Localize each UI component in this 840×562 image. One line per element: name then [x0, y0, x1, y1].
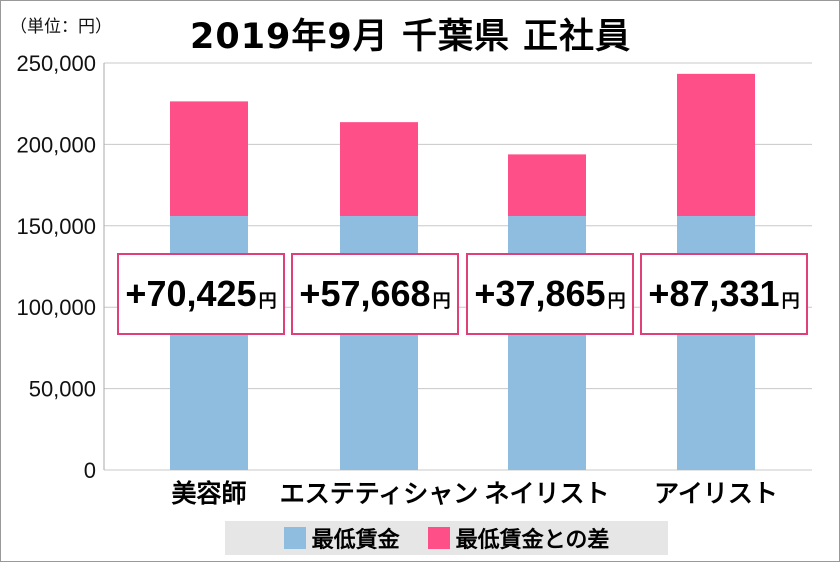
legend-item-difference: 最低賃金との差 — [427, 522, 610, 554]
data-label-value: +70,425 — [125, 273, 257, 314]
data-label-value: +37,865 — [474, 273, 606, 314]
legend: 最低賃金 最低賃金との差 — [225, 521, 668, 555]
y-tick-label: 250,000 — [16, 51, 96, 76]
bar-difference — [340, 122, 418, 217]
legend-item-min-wage: 最低賃金 — [283, 522, 400, 554]
bar-difference — [508, 154, 586, 217]
legend-label-min-wage: 最低賃金 — [311, 528, 400, 553]
legend-swatch-difference — [427, 527, 450, 549]
x-tick-label: アイリスト — [654, 479, 778, 508]
legend-swatch-min-wage — [283, 527, 306, 549]
y-tick-label: 0 — [84, 458, 96, 483]
legend-label-difference: 最低賃金との差 — [455, 528, 610, 553]
y-tick-label: 150,000 — [16, 214, 96, 239]
unit-label: （単位：円） — [10, 17, 112, 37]
y-tick-label: 200,000 — [16, 132, 96, 157]
bar-difference — [677, 73, 755, 217]
data-label-value: +87,331 — [648, 273, 780, 314]
data-label-unit: 円 — [607, 291, 626, 311]
data-label-value: +57,668 — [299, 273, 431, 314]
chart-title: 2019年9月 千葉県 正社員 — [190, 17, 632, 57]
x-tick-label: ネイリスト — [484, 479, 609, 508]
bar-difference — [170, 101, 248, 217]
data-label-unit: 円 — [432, 291, 451, 311]
data-label: +37,865 円 — [466, 253, 634, 335]
data-label: +70,425 円 — [117, 253, 285, 335]
y-tick-label: 100,000 — [16, 295, 96, 320]
data-label: +57,668 円 — [291, 253, 459, 335]
data-label: +87,331 円 — [640, 253, 808, 335]
x-tick-label: エステティシャン — [280, 479, 479, 508]
data-label-unit: 円 — [781, 291, 800, 311]
data-label-unit: 円 — [258, 291, 277, 311]
y-tick-label: 50,000 — [29, 377, 96, 402]
x-tick-label: 美容師 — [171, 479, 246, 508]
